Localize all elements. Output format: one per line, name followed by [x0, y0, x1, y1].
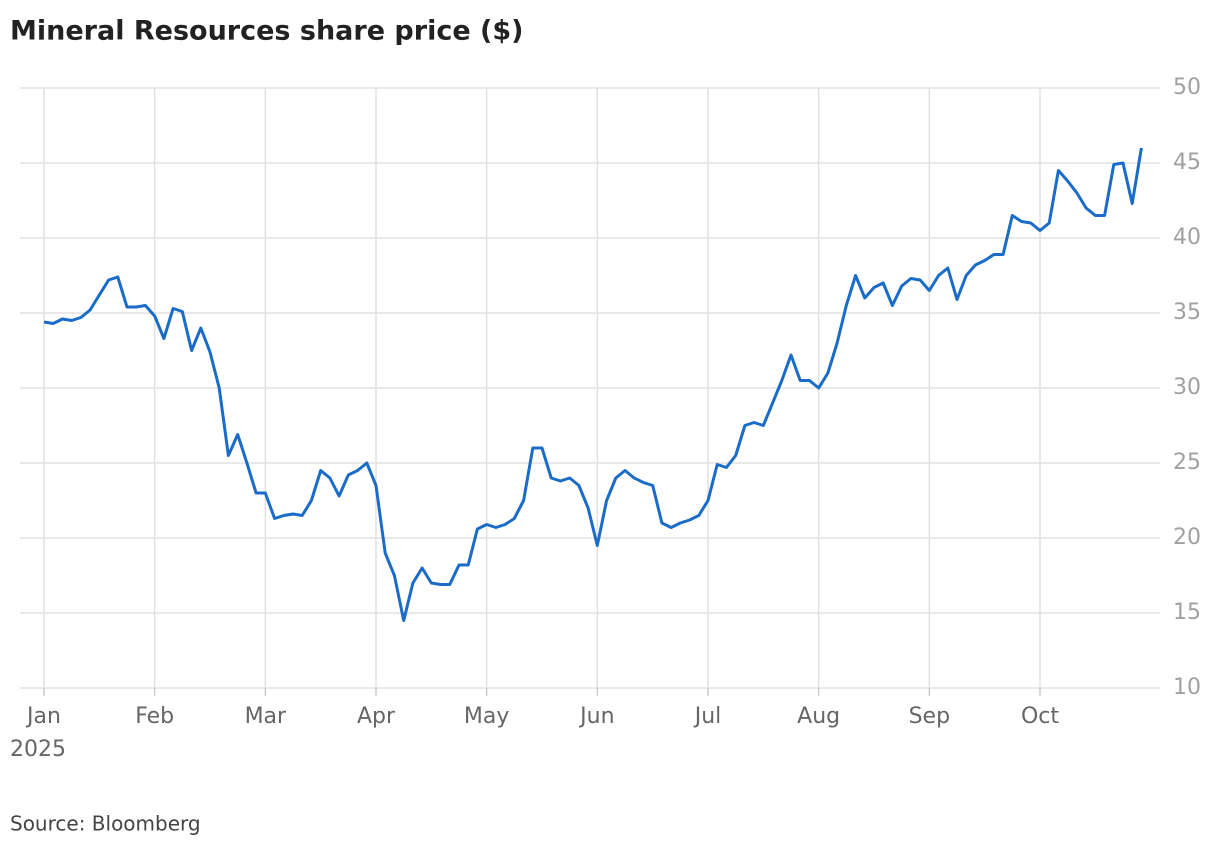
x-tick-label: Mar	[245, 704, 287, 729]
x-tick-label: May	[464, 704, 509, 729]
x-tick-label: Aug	[797, 704, 840, 729]
x-tick-label: Jul	[693, 704, 722, 729]
year-label: 2025	[10, 737, 66, 762]
x-tick-label: Jan	[25, 704, 61, 729]
y-tick-label: 40	[1173, 225, 1201, 250]
price-line	[43, 147, 1143, 622]
chart-title: Mineral Resources share price ($)	[10, 16, 524, 47]
y-tick-label: 45	[1173, 150, 1201, 175]
y-tick-label: 20	[1173, 525, 1201, 550]
x-tick-label: Oct	[1021, 704, 1059, 729]
y-tick-label: 25	[1173, 450, 1201, 475]
x-tick-label: Jun	[578, 704, 614, 729]
y-tick-label: 35	[1173, 300, 1201, 325]
x-tick-label: Sep	[909, 704, 950, 729]
y-tick-label: 10	[1173, 675, 1201, 700]
y-tick-label: 30	[1173, 375, 1201, 400]
y-tick-label: 50	[1173, 75, 1201, 100]
source: Source: Bloomberg	[10, 812, 201, 836]
y-tick-label: 15	[1173, 600, 1201, 625]
x-tick-label: Apr	[357, 704, 396, 729]
x-tick-label: Feb	[135, 704, 174, 729]
